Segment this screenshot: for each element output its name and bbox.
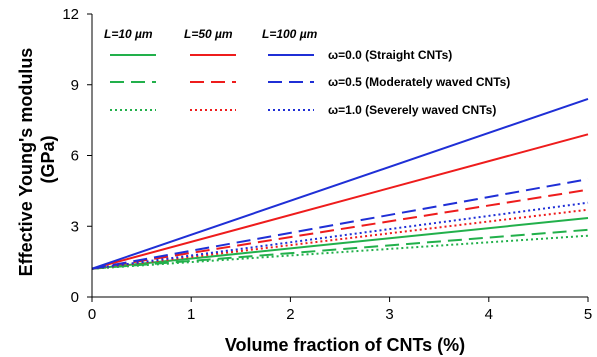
x-tick-label: 4 (485, 306, 493, 323)
series-line-l100-dotted (91, 201, 589, 270)
y-tick-label: 6 (71, 148, 79, 165)
y-tick-label: 0 (71, 289, 79, 306)
series-line-l100-solid (91, 97, 589, 270)
y-tick-label: 9 (71, 77, 79, 94)
legend-column-header: L=10 µm (104, 27, 153, 41)
y-axis-title-line-1: Effective Young's modulus (16, 48, 36, 277)
legend: L=10 µm L=50 µm L=100 µm ω=0.0 (Straight CN… (104, 27, 510, 117)
x-axis-title: Volume fraction of CNTs (%) (225, 335, 465, 355)
x-tick-label: 5 (584, 306, 592, 323)
legend-row-label: ω=0.0 (Straight CNTs) (328, 48, 452, 62)
legend-row-label: ω=1.0 (Severely waved CNTs) (328, 103, 496, 117)
legend-column-header: L=100 µm (262, 27, 318, 41)
plot-lines (91, 97, 589, 270)
y-axis-title-line-2: (GPa) (38, 135, 58, 183)
series-line-l50-solid (91, 133, 589, 270)
series-line-l50-dotted (91, 208, 589, 270)
legend-column-header: L=50 µm (184, 27, 233, 41)
x-tick-label: 3 (385, 306, 393, 323)
x-tick-label: 2 (286, 306, 294, 323)
y-tick-label: 12 (62, 6, 79, 23)
x-tick-label: 1 (187, 306, 195, 323)
series-line-l100-dashed (91, 178, 589, 270)
x-tick-label: 0 (88, 306, 96, 323)
legend-row-label: ω=0.5 (Moderately waved CNTs) (328, 75, 510, 89)
y-tick-label: 3 (71, 218, 79, 235)
y-axis-title: Effective Young's modulus (GPa) (16, 43, 58, 277)
series-line-l10-solid (91, 217, 589, 270)
